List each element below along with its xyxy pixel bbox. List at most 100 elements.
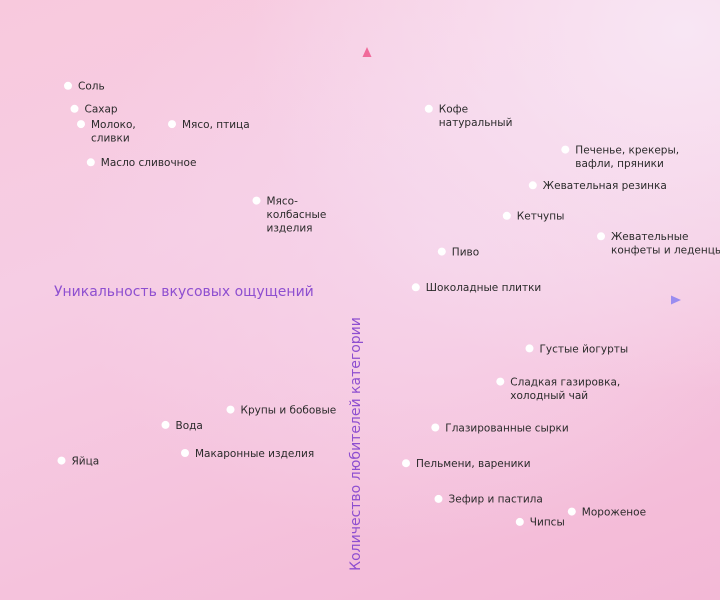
data-point-label: Вода [176, 420, 203, 432]
data-point-label-line: Жевательные [611, 231, 688, 243]
y-axis-title: Количество любителей категории [348, 317, 364, 571]
data-point-label-line: Сахар [85, 104, 118, 116]
data-point-label-line: Глазированные сырки [445, 422, 568, 434]
data-point-marker [252, 196, 261, 205]
data-point-marker [525, 344, 534, 353]
data-point-label-line: сливки [91, 132, 130, 144]
data-point-label: Яйца [72, 455, 100, 467]
data-point-marker [77, 120, 85, 129]
data-point-label: Густые йогурты [540, 343, 629, 355]
data-point-label-line: Сладкая газировка, [510, 376, 620, 388]
data-point-label-line: Мясо- [267, 195, 299, 207]
data-point-label: Зефир и пастила [449, 494, 543, 506]
x-axis-title: Уникальность вкусовых ощущений [54, 284, 314, 300]
data-point-label-line: Пельмени, вареники [416, 458, 531, 470]
data-point-marker [64, 81, 72, 90]
data-point: Кофе натуральный [424, 104, 513, 130]
data-point-label-line: конфеты и леденцы [611, 245, 720, 257]
data-point-marker [431, 423, 440, 432]
data-point-marker [567, 507, 576, 516]
data-point-label-line: Молоко, [91, 119, 136, 131]
data-point-marker [597, 232, 605, 241]
data-point-label-line: Крупы и бобовые [241, 404, 337, 416]
data-point-label-line: Мясо, птица [182, 119, 250, 131]
data-point-label-line: изделия [267, 222, 313, 234]
data-point-marker [424, 104, 433, 113]
data-point-label: Кофе натуральный [439, 104, 513, 130]
data-point-label: Жевательная резинка [543, 180, 667, 192]
data-point-marker [402, 459, 410, 468]
x-axis-arrow [671, 295, 681, 305]
data-point-label: Мясо-колбасные изделия [267, 195, 327, 234]
data-point-label: Жевательные конфеты и леденцы [611, 231, 720, 257]
data-point-marker [161, 420, 170, 429]
data-point: Сахар [70, 104, 118, 116]
data-point-marker [86, 158, 95, 167]
data-point-marker [57, 456, 66, 465]
data-point-marker [226, 405, 235, 414]
data-point: Кетчупы [502, 211, 565, 223]
data-point-marker [434, 494, 443, 503]
data-point-marker [437, 247, 446, 256]
data-point-marker [181, 449, 189, 457]
data-point-label-line: Кетчупы [517, 211, 565, 223]
data-point-label: Соль [78, 81, 105, 93]
data-point: Пельмени, вареники [402, 458, 531, 470]
data-point-marker [70, 104, 79, 113]
data-point-label-line: Кофе [439, 104, 468, 116]
data-point-label: Сладкая газировка, холодный чай [510, 376, 620, 402]
data-point-marker [168, 120, 176, 129]
data-point-label-line: холодный чай [510, 390, 588, 402]
y-axis-arrow [362, 47, 372, 57]
data-point-label: Чипсы [530, 517, 565, 529]
data-point-label-line: Мороженое [582, 506, 646, 518]
data-point-label: Крупы и бобовые [241, 404, 337, 416]
data-point-label-line: Соль [78, 81, 105, 93]
data-point-label-line: Яйца [72, 455, 100, 467]
data-point-label-line: Вода [176, 420, 203, 432]
data-point: Глазированные сырки [431, 422, 569, 434]
data-point: Макаронные изделия [181, 448, 314, 460]
data-point: Сладкая газировка, холодный чай [496, 376, 620, 402]
data-point-marker [411, 283, 420, 292]
data-point-marker [561, 145, 570, 154]
data-point-marker [496, 377, 505, 386]
data-point-label-line: Чипсы [530, 517, 565, 529]
data-point-label: Молоко, сливки [91, 119, 136, 144]
data-point-label-line: Шоколадные плитки [426, 282, 541, 294]
data-point: Шоколадные плитки [411, 282, 541, 294]
data-point-label: Пиво [452, 246, 479, 258]
data-point: Мясо, птица [168, 119, 250, 131]
data-point-label: Мороженое [582, 506, 646, 518]
data-point: Масло сливочное [86, 157, 197, 169]
data-points: Соль Сахар Молоко, сливки Мясо, птица Масло с… [57, 81, 720, 529]
data-point-label: Масло сливочное [101, 157, 197, 169]
data-point-label-line: натуральный [439, 117, 513, 129]
data-point-label: Кетчупы [517, 211, 565, 223]
data-point-marker [515, 517, 524, 526]
data-point-label: Сахар [85, 104, 118, 116]
data-point: Соль [64, 81, 105, 93]
data-point: Зефир и пастила [434, 494, 543, 506]
data-point-label-line: Жевательная резинка [543, 180, 667, 192]
axes [50, 47, 681, 565]
data-point-label: Макаронные изделия [195, 448, 314, 460]
data-point-label: Глазированные сырки [445, 422, 568, 434]
data-point-label: Пельмени, вареники [416, 458, 531, 470]
data-point: Жевательные конфеты и леденцы [597, 231, 720, 257]
data-point-label-line: вафли, пряники [575, 158, 664, 170]
data-point-label-line: Печенье, крекеры, [575, 144, 679, 156]
data-point-marker [528, 181, 537, 190]
data-point: Молоко, сливки [77, 119, 136, 144]
data-point: Вода [161, 420, 203, 432]
data-point-label-line: Пиво [452, 246, 479, 258]
data-point-label-line: Масло сливочное [101, 157, 197, 169]
data-point: Мясо-колбасные изделия [252, 195, 327, 234]
data-point: Чипсы [515, 517, 565, 529]
data-point: Густые йогурты [525, 343, 629, 355]
data-point-label-line: Макаронные изделия [195, 448, 314, 460]
data-point: Крупы и бобовые [226, 404, 337, 416]
data-point: Мороженое [567, 506, 646, 518]
data-point: Яйца [57, 455, 100, 467]
